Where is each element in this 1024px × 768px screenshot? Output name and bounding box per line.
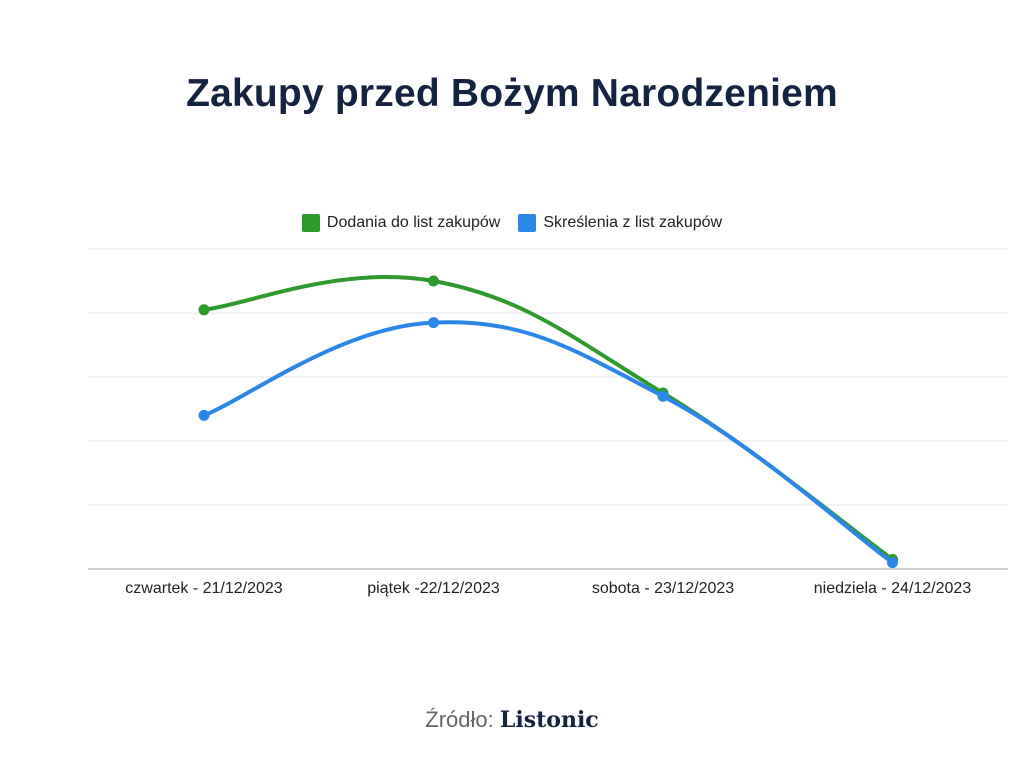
legend: Dodania do list zakupów Skreślenia z lis… <box>0 214 1024 232</box>
data-point-additions <box>198 304 210 316</box>
legend-label-removals: Skreślenia z list zakupów <box>543 214 723 231</box>
x-tick-label: niedziela - 24/12/2023 <box>814 580 972 597</box>
x-tick-label: piątek -22/12/2023 <box>367 580 500 597</box>
x-tick-label: czwartek - 21/12/2023 <box>125 580 283 597</box>
data-point-removals <box>198 409 210 421</box>
source-brand-logo: Listonic <box>499 707 599 733</box>
chart-title: Zakupy przed Bożym Narodzeniem <box>186 72 838 115</box>
series-line-additions <box>202 274 895 562</box>
legend-item-removals: Skreślenia z list zakupów <box>518 214 722 232</box>
legend-swatch-removals <box>518 214 537 232</box>
legend-swatch-additions <box>301 214 320 232</box>
x-tick-label: sobota - 23/12/2023 <box>592 580 734 597</box>
data-point-removals <box>887 557 898 569</box>
data-point-removals <box>428 317 439 329</box>
source-label: Źródło: <box>425 707 494 732</box>
series-line-removals <box>202 320 895 565</box>
legend-label-additions: Dodania do list zakupów <box>326 214 501 231</box>
x-tick-labels: czwartek - 21/12/2023 piątek -22/12/2023 s… <box>125 580 971 597</box>
data-point-additions <box>428 275 439 287</box>
legend-item-additions: Dodania do list zakupów <box>301 214 501 232</box>
source-credit: Źródło: Listonic <box>0 707 1024 733</box>
grid <box>88 248 1008 570</box>
data-point-removals <box>657 390 669 402</box>
series-group <box>198 274 898 569</box>
